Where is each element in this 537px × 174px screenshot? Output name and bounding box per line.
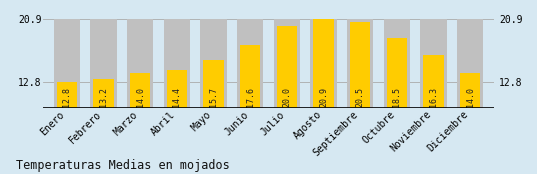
Bar bbox=[347, 19, 373, 108]
Bar bbox=[310, 19, 337, 108]
Bar bbox=[383, 19, 410, 108]
Text: 14.0: 14.0 bbox=[136, 87, 144, 107]
Text: 13.2: 13.2 bbox=[99, 87, 108, 107]
Bar bbox=[127, 19, 154, 108]
Bar bbox=[54, 19, 80, 108]
Bar bbox=[274, 19, 300, 108]
Bar bbox=[387, 38, 407, 108]
Text: 20.9: 20.9 bbox=[319, 87, 328, 107]
Bar bbox=[204, 60, 223, 108]
Bar bbox=[424, 55, 444, 108]
Text: Temperaturas Medias en mojados: Temperaturas Medias en mojados bbox=[16, 159, 230, 172]
Bar bbox=[90, 19, 117, 108]
Text: 20.5: 20.5 bbox=[355, 87, 365, 107]
Bar bbox=[277, 26, 297, 108]
Text: 12.8: 12.8 bbox=[62, 87, 71, 107]
Bar bbox=[166, 70, 187, 108]
Text: 18.5: 18.5 bbox=[393, 87, 401, 107]
Text: 14.0: 14.0 bbox=[466, 87, 475, 107]
Bar bbox=[164, 19, 190, 108]
Bar bbox=[240, 45, 260, 108]
Text: 17.6: 17.6 bbox=[245, 87, 255, 107]
Bar bbox=[57, 82, 77, 108]
Bar bbox=[130, 73, 150, 108]
Bar bbox=[350, 22, 371, 108]
Text: 20.0: 20.0 bbox=[282, 87, 292, 107]
Bar bbox=[93, 79, 113, 108]
Bar bbox=[457, 19, 483, 108]
Text: 16.3: 16.3 bbox=[429, 87, 438, 107]
Bar bbox=[200, 19, 227, 108]
Bar bbox=[420, 19, 447, 108]
Bar bbox=[314, 19, 333, 108]
Bar bbox=[237, 19, 263, 108]
Text: 15.7: 15.7 bbox=[209, 87, 218, 107]
Bar bbox=[460, 73, 480, 108]
Text: 14.4: 14.4 bbox=[172, 87, 182, 107]
